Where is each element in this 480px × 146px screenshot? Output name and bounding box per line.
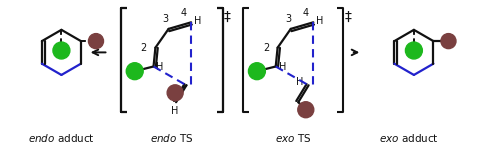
Text: 4: 4 <box>180 8 187 18</box>
Text: 2: 2 <box>141 43 147 53</box>
Text: $\it{exo}$ TS: $\it{exo}$ TS <box>276 132 312 144</box>
Circle shape <box>406 42 422 59</box>
Text: $\it{endo}$ TS: $\it{endo}$ TS <box>150 132 193 144</box>
Circle shape <box>298 102 314 118</box>
Text: 3: 3 <box>285 14 291 24</box>
Text: 3: 3 <box>163 14 169 24</box>
Text: H: H <box>316 16 324 26</box>
Circle shape <box>126 63 143 80</box>
Circle shape <box>53 42 70 59</box>
Text: H: H <box>156 62 164 72</box>
Circle shape <box>167 85 183 101</box>
Text: H: H <box>296 78 303 87</box>
Text: 4: 4 <box>303 8 309 18</box>
Text: H: H <box>194 16 201 26</box>
Text: ‡: ‡ <box>224 10 231 24</box>
Circle shape <box>441 34 456 49</box>
Text: $\it{exo}$ adduct: $\it{exo}$ adduct <box>379 132 439 144</box>
Text: H: H <box>170 106 178 116</box>
Text: H: H <box>278 62 286 72</box>
Text: ‡: ‡ <box>344 10 351 24</box>
Text: $\it{endo}$ adduct: $\it{endo}$ adduct <box>28 132 95 144</box>
Circle shape <box>249 63 265 80</box>
Circle shape <box>88 34 104 49</box>
Text: 2: 2 <box>263 43 269 53</box>
